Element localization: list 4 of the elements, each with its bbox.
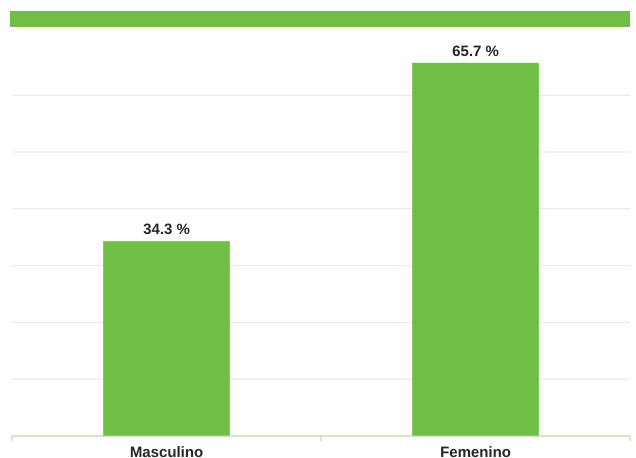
x-tick-label: Masculino xyxy=(130,444,204,458)
data-label: 34.3 % xyxy=(143,221,190,238)
x-tick-label: Femenino xyxy=(440,444,511,458)
data-label: 65.7 % xyxy=(452,42,499,60)
